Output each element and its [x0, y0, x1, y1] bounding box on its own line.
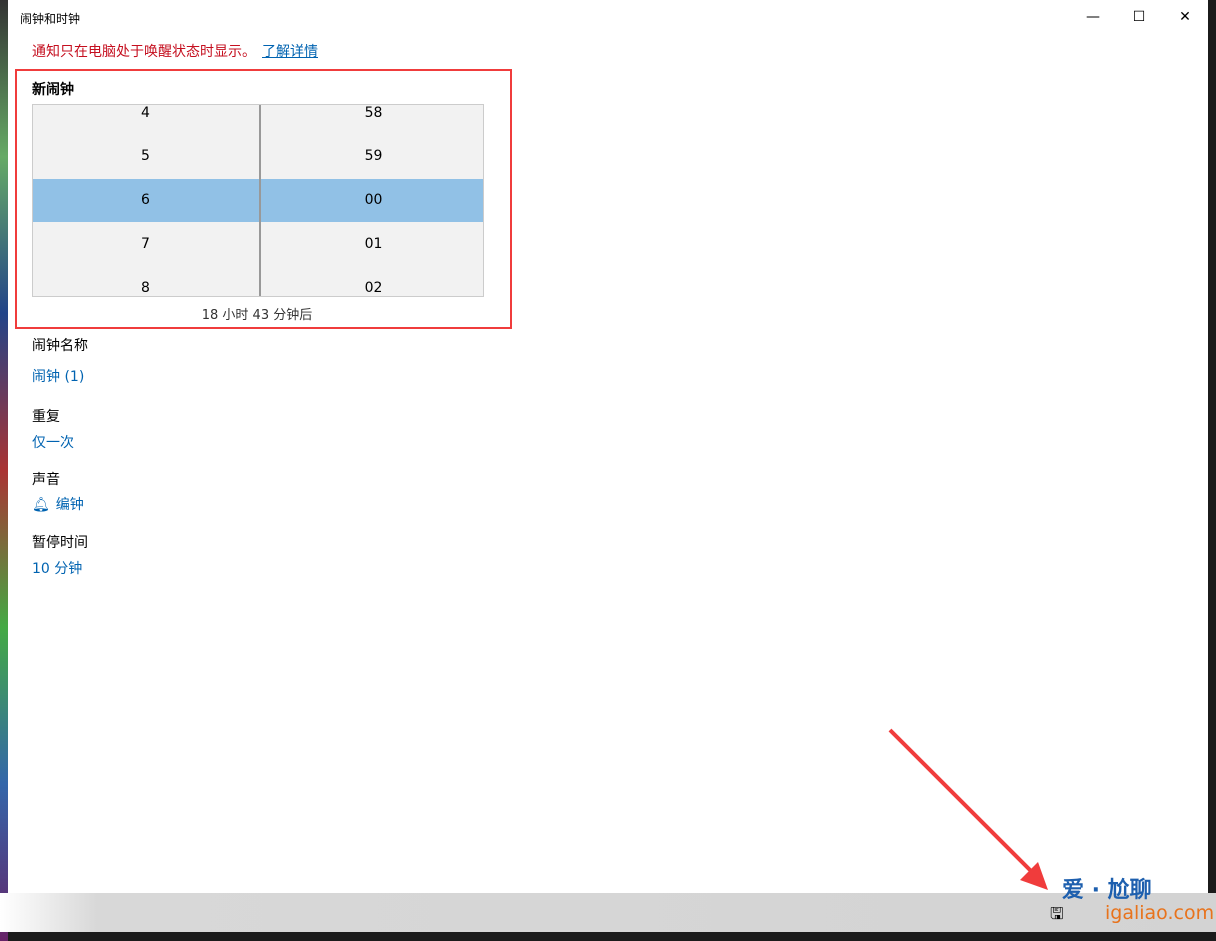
snooze-label: 暂停时间	[32, 535, 88, 551]
alarm-window: 闹钟和时钟 — ☐ ✕ 通知只在电脑处于唤醒状态时显示。 了解详情 新闹钟 4 5…	[8, 0, 1208, 893]
time-picker[interactable]: 4 5 6 7 8 58 59 00 01 02	[32, 104, 484, 297]
repeat-dropdown[interactable]: 仅一次	[32, 435, 74, 451]
minute-item[interactable]: 02	[364, 280, 383, 296]
minute-item-selected[interactable]: 00	[364, 192, 383, 208]
alarm-name-input[interactable]: 闹钟 (1)	[32, 369, 85, 385]
new-alarm-heading: 新闹钟	[32, 82, 74, 98]
snooze-dropdown[interactable]: 10 分钟	[32, 561, 83, 577]
repeat-label: 重复	[32, 409, 60, 425]
sound-label: 声音	[32, 472, 60, 488]
hour-item-selected[interactable]: 6	[141, 192, 150, 208]
hour-item[interactable]: 7	[141, 236, 150, 252]
bell-icon: 🔔︎	[32, 497, 50, 513]
minute-item[interactable]: 01	[364, 236, 383, 252]
learn-more-link[interactable]: 了解详情	[262, 44, 318, 60]
highlight-box	[15, 69, 512, 329]
watermark-logo: 爱 · 尬聊	[1062, 872, 1152, 904]
red-arrow-annotation	[888, 728, 1048, 890]
hour-item[interactable]: 8	[141, 280, 150, 296]
desktop-icons-strip	[0, 0, 8, 941]
notice-text: 通知只在电脑处于唤醒状态时显示。	[32, 44, 256, 60]
close-button[interactable]: ✕	[1179, 9, 1191, 25]
sound-dropdown[interactable]: 🔔︎ 编钟	[32, 494, 84, 514]
window-title: 闹钟和时钟	[20, 12, 81, 26]
watermark-url: igaliao.com	[1105, 902, 1215, 924]
command-bar: 🖫	[0, 893, 1216, 932]
notice: 通知只在电脑处于唤醒状态时显示。 了解详情	[32, 41, 318, 61]
watermark-cn: 爱 · 尬聊	[1062, 878, 1152, 903]
minute-column[interactable]: 58 59 00 01 02	[259, 105, 483, 296]
selected-row-highlight	[33, 179, 483, 222]
hour-item[interactable]: 4	[141, 105, 150, 121]
hour-item[interactable]: 5	[141, 148, 150, 164]
sound-value: 编钟	[55, 497, 84, 513]
time-until-alarm: 18 小时 43 分钟后	[201, 308, 313, 323]
minute-item[interactable]: 58	[364, 105, 383, 121]
minimize-button[interactable]: —	[1086, 9, 1100, 25]
maximize-button[interactable]: ☐	[1132, 9, 1146, 25]
minute-item[interactable]: 59	[364, 148, 383, 164]
alarm-name-label: 闹钟名称	[32, 338, 88, 354]
hour-column[interactable]: 4 5 6 7 8	[33, 105, 258, 296]
save-icon[interactable]: 🖫	[1050, 904, 1064, 923]
